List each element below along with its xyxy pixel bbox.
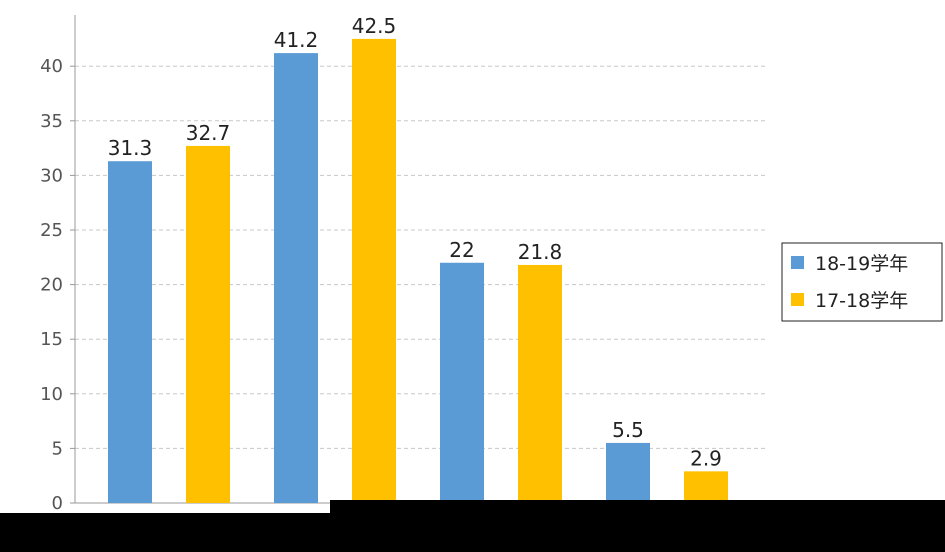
y-tick-label: 15 [40, 329, 63, 350]
bar-series-1-cat-0 [186, 145, 230, 503]
y-tick-label: 20 [40, 275, 63, 296]
data-label: 32.7 [186, 121, 231, 145]
bottom-occlusion [330, 500, 945, 514]
y-tick-label: 0 [52, 493, 63, 514]
data-label: 42.5 [352, 14, 397, 38]
y-tick-label: 35 [40, 111, 63, 132]
data-label: 41.2 [274, 28, 319, 52]
bars [108, 38, 728, 504]
gridlines [75, 65, 765, 449]
legend-swatch-0 [791, 256, 804, 269]
bar-series-1-cat-3 [684, 471, 728, 503]
legend-label-1: 17-18学年 [815, 290, 908, 312]
data-label: 22 [449, 238, 474, 262]
legend-label-0: 18-19学年 [815, 253, 908, 275]
y-tick-label: 40 [40, 56, 63, 77]
y-tick-label: 25 [40, 220, 63, 241]
data-label: 31.3 [108, 136, 153, 160]
data-label: 2.9 [690, 446, 722, 470]
bar-series-1-cat-2 [518, 264, 562, 503]
bar-series-0-cat-3 [606, 442, 650, 503]
data-labels: 31.3 41.2 22 5.5 32.7 42.5 21.8 2.9 [108, 14, 722, 470]
bar-series-1-cat-1 [352, 38, 396, 504]
y-axis-ticks: 0 5 10 15 20 25 30 35 40 [40, 56, 75, 514]
bar-series-0-cat-0 [108, 161, 152, 504]
y-tick-label: 5 [52, 438, 63, 459]
bottom-bar [0, 513, 945, 552]
data-label: 21.8 [518, 240, 563, 264]
data-label: 5.5 [612, 418, 644, 442]
legend-swatch-1 [791, 293, 804, 306]
axes [74, 15, 765, 504]
bar-series-0-cat-1 [274, 53, 318, 503]
bar-series-0-cat-2 [440, 262, 484, 503]
y-tick-label: 10 [40, 384, 63, 405]
legend: 18-19学年 17-18学年 [781, 242, 943, 322]
y-tick-label: 30 [40, 165, 63, 186]
legend-box [781, 242, 943, 322]
